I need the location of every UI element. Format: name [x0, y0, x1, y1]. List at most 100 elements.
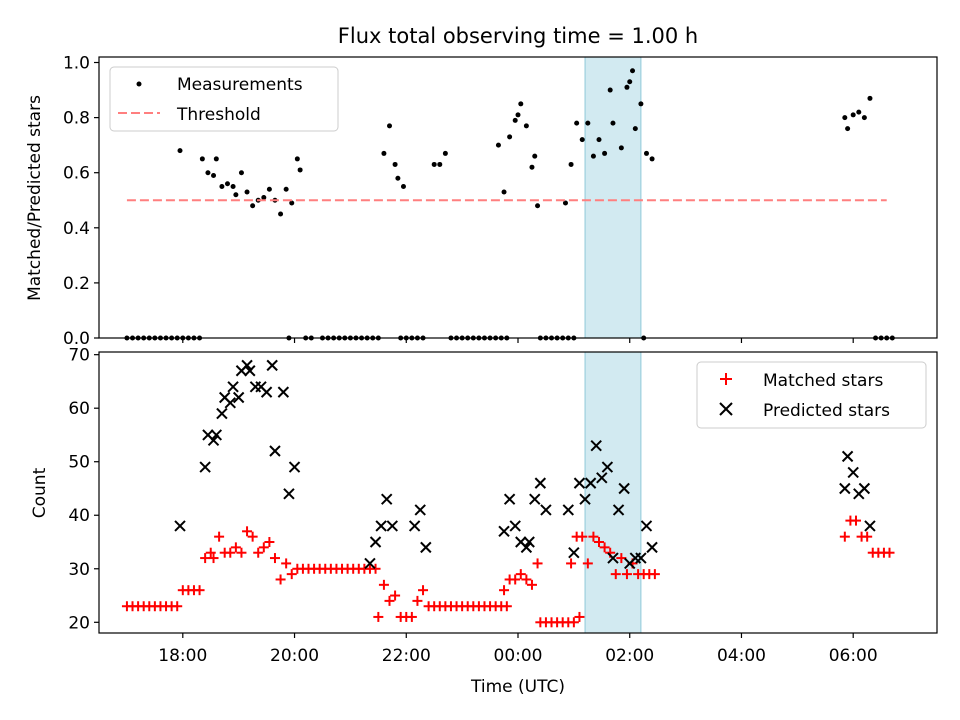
- measurement-point: [199, 156, 205, 162]
- top-y-tick-label: 1.0: [63, 54, 90, 74]
- predicted-star-point: [244, 365, 256, 377]
- matched-star-point: [526, 579, 537, 590]
- matched-star-point: [515, 569, 526, 580]
- measurement-point: [867, 95, 873, 101]
- matched-star-point: [230, 542, 241, 553]
- measurement-point: [630, 68, 636, 74]
- predicted-star-point: [288, 461, 301, 473]
- bottom-x-tick-label: 20:00: [270, 646, 319, 666]
- chart-title: Flux total observing time = 1.00 h: [338, 24, 698, 48]
- predicted-star-point: [364, 557, 376, 570]
- predicted-star-point: [420, 541, 432, 554]
- panel-top: 0.0 0.2 0.4 0.6 0.8 1.0 Matched/Predicted sta…: [25, 54, 938, 349]
- predicted-star-point: [562, 504, 574, 516]
- measurement-point: [177, 148, 183, 154]
- predicted-star-point: [646, 541, 658, 554]
- predicted-star-point: [386, 520, 399, 532]
- measurement-point: [205, 170, 211, 176]
- bottom-highlight-span: [584, 351, 642, 634]
- top-y-tick-label: 0.6: [63, 164, 90, 184]
- predicted-star-point: [369, 536, 382, 548]
- legend-predicted-marker: [719, 402, 733, 416]
- matched-star-point: [501, 601, 512, 612]
- predicted-star-point: [269, 445, 281, 457]
- measurement-point: [381, 150, 387, 156]
- bottom-x-tick-label: 06:00: [829, 646, 878, 666]
- measurement-point: [856, 109, 862, 115]
- predicted-star-point: [635, 552, 647, 564]
- measurement-point: [574, 120, 580, 126]
- measurement-point: [627, 79, 633, 85]
- measurement-point: [512, 117, 518, 123]
- measurement-point: [297, 167, 303, 173]
- matched-star-point: [286, 569, 297, 580]
- predicted-star-point: [232, 391, 245, 404]
- bottom-y-tick-label: 40: [68, 506, 90, 526]
- predicted-star-point: [260, 386, 273, 398]
- bottom-x-ticks: 18:00 20:00 22:00 00:00 02:00 04:00 06:00: [158, 633, 878, 666]
- matched-star-point: [236, 547, 247, 558]
- matched-star-point: [275, 574, 286, 585]
- matched-star-point: [242, 526, 253, 537]
- measurement-point: [238, 170, 244, 176]
- bottom-y-ticks: 20 30 40 50 60 70: [68, 346, 99, 633]
- predicted-star-point: [375, 520, 387, 532]
- panel-bottom: 20 30 40 50 60 70 18:00 20:00 22:00 00:00 02:00 04…: [30, 346, 938, 697]
- measurement-point: [649, 156, 655, 162]
- measurement-point: [442, 150, 448, 156]
- measurement-point: [224, 181, 230, 187]
- measurement-point: [219, 183, 225, 189]
- predicted-star-point: [174, 520, 186, 532]
- matched-star-point: [566, 558, 577, 569]
- measurement-point: [294, 156, 300, 162]
- measurement-point: [532, 153, 538, 159]
- measurement-point: [230, 183, 236, 189]
- bottom-x-tick-label: 22:00: [382, 646, 431, 666]
- predicted-star-point: [227, 381, 239, 393]
- measurement-point: [568, 161, 574, 167]
- predicted-star-point: [573, 477, 586, 489]
- measurement-point: [610, 120, 616, 126]
- predicted-star-point: [640, 520, 653, 532]
- bottom-x-tick-label: 00:00: [494, 646, 543, 666]
- predicted-star-point: [523, 536, 535, 548]
- measurement-point: [607, 87, 613, 93]
- matched-star-point: [264, 537, 275, 548]
- bottom-x-axis-label: Time (UTC): [470, 677, 565, 697]
- top-legend-box: [109, 66, 339, 132]
- top-y-ticks: 0.0 0.2 0.4 0.6 0.8 1.0: [63, 54, 99, 349]
- bottom-x-tick-label: 04:00: [717, 646, 766, 666]
- top-y-tick-label: 0.2: [63, 274, 90, 294]
- predicted-star-point: [414, 504, 426, 516]
- predicted-star-point: [612, 504, 625, 516]
- predicted-star-point: [381, 493, 393, 505]
- matched-star-point: [373, 611, 384, 622]
- legend-measurements-marker: [136, 81, 142, 87]
- measurement-point: [632, 126, 638, 132]
- predicted-star-point: [590, 439, 602, 452]
- matched-star-point: [610, 569, 621, 580]
- predicted-star-point: [277, 386, 290, 398]
- measurement-point: [845, 126, 851, 132]
- legend-matched-marker: [720, 373, 732, 385]
- measurement-point: [523, 123, 529, 129]
- measurement-point: [602, 150, 608, 156]
- matched-star-point: [247, 531, 258, 542]
- predicted-star-point: [529, 493, 541, 505]
- predicted-star-point: [584, 477, 597, 489]
- predicted-star-point: [199, 461, 211, 473]
- measurement-point: [213, 156, 219, 162]
- measurement-point: [266, 186, 272, 192]
- matched-star-point: [200, 553, 211, 564]
- predicted-star-point: [596, 472, 608, 484]
- measurement-point: [861, 115, 867, 121]
- bottom-matched-stars: [121, 515, 895, 628]
- matched-star-point: [532, 558, 543, 569]
- predicted-star-point: [839, 482, 851, 495]
- matched-star-point: [378, 579, 389, 590]
- measurement-point: [283, 186, 289, 192]
- measurement-point: [233, 192, 239, 198]
- bottom-x-tick-label: 02:00: [605, 646, 654, 666]
- predicted-star-point: [509, 520, 521, 532]
